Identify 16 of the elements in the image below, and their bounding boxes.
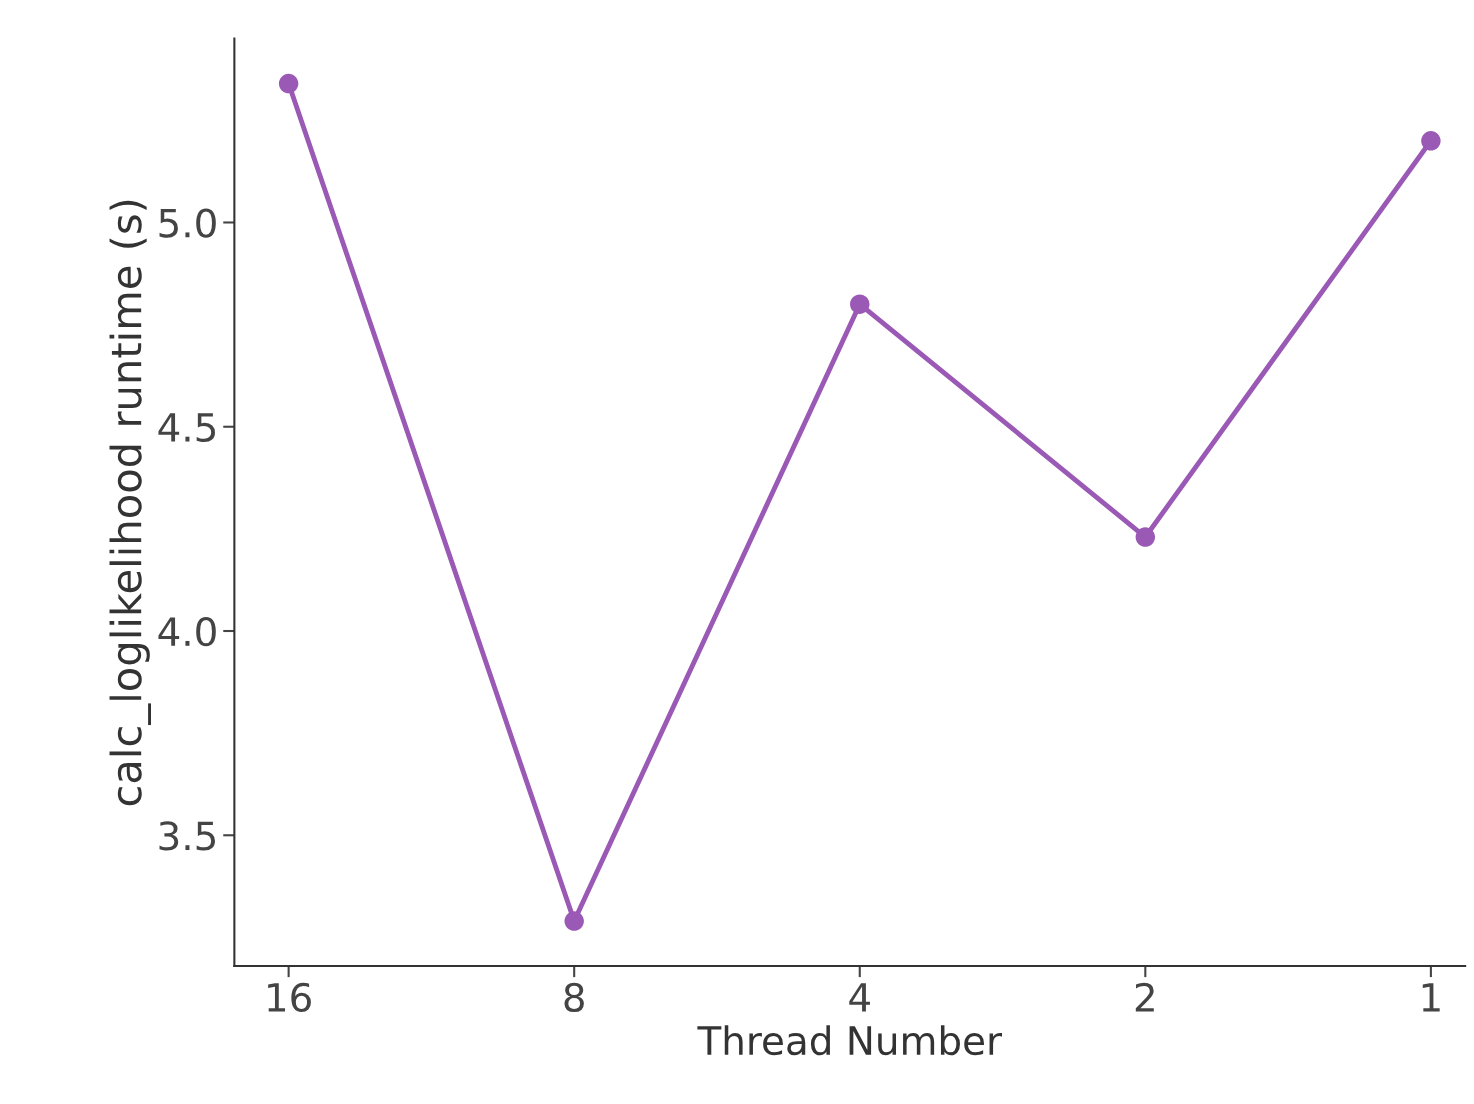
y-axis-title: calc_loglikelihood runtime (s): [109, 200, 151, 806]
x-tick-label: 16: [268, 982, 311, 1013]
y-tick-label: 4.0: [158, 616, 216, 647]
point: [278, 73, 299, 94]
y-tick-label: 3.5: [159, 821, 215, 851]
y-tick-label: 4.5: [158, 413, 215, 443]
point: [850, 294, 870, 314]
x-tick-label: 4: [849, 983, 870, 1012]
point: [1421, 131, 1441, 151]
x-tick-label: 8: [564, 982, 584, 1013]
x-tick-label: 1: [1422, 983, 1440, 1012]
x-axis-title: Thread Number: [697, 1025, 1003, 1056]
point: [1135, 527, 1156, 547]
point: [564, 911, 584, 931]
x-tick-label: 2: [1135, 982, 1154, 1012]
y-tick-label: 5.0: [159, 208, 216, 238]
